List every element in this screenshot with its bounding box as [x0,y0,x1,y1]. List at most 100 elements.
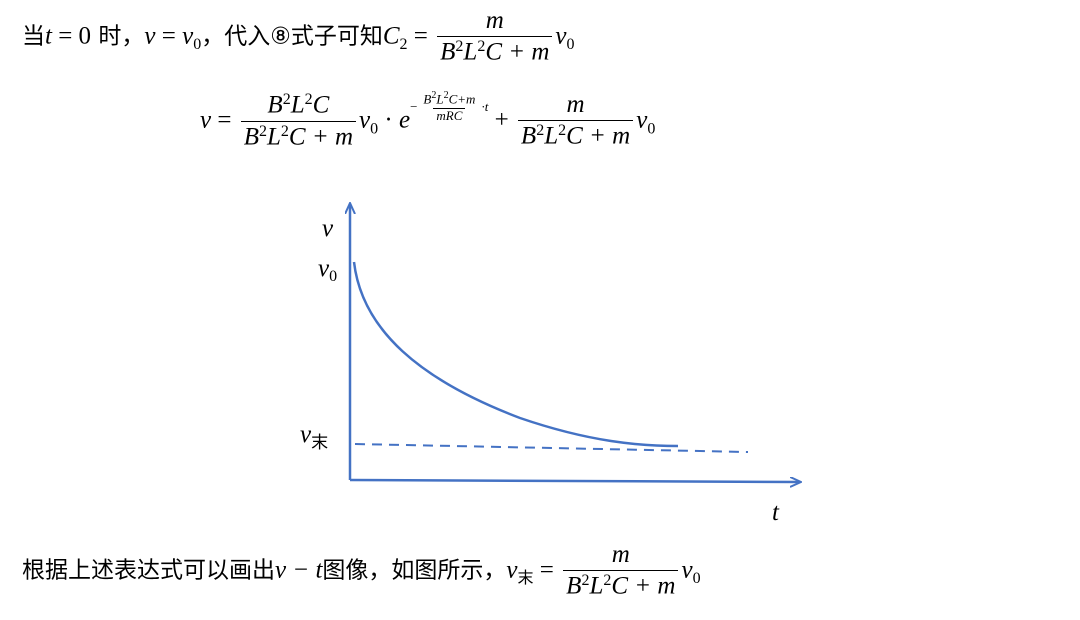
math: mRC [436,108,463,124]
math: B [566,572,582,600]
math: v [555,22,567,50]
math: L [290,91,305,119]
math: C + m [485,38,550,66]
text: 根据上述表达式可以画出 [22,557,275,584]
text: 时， [91,23,145,50]
math: v [681,556,693,584]
numerator: B2L2C [264,90,332,121]
math: C + m [288,123,354,151]
math: B [520,122,537,150]
fraction: m B2L2C + m [517,90,634,152]
math: L [267,123,281,151]
numerator: m [483,6,507,36]
math: m [566,91,585,119]
denominator: B2L2C + m [563,570,679,602]
superscript: 2 [581,572,590,589]
math: C + m [566,122,631,150]
x-axis-label: t [772,499,780,526]
x-axis [349,480,800,482]
fraction: B2L2C+m mRC [420,90,478,124]
math: C [382,22,400,50]
denominator: B2L2C + m [517,120,634,152]
denominator: mRC [433,108,466,124]
math: B [440,38,456,66]
math: + [488,106,515,134]
subscript: 0 [329,268,337,285]
superscript: 2 [282,91,291,108]
subscript: 末 [311,433,328,453]
math: L [463,38,478,66]
math: t [45,22,52,50]
velocity-curve [352,261,679,448]
superscript: 2 [280,122,289,140]
numerator: m [564,90,588,120]
math: = [533,556,561,584]
math: m [611,541,630,568]
math: v [506,556,518,584]
superscript: 2 [431,90,437,102]
fraction: B2L2C B2L2C + m [240,90,357,153]
math: v [359,106,371,134]
math: − [410,99,418,115]
math: C+m [448,92,476,108]
denominator: B2L2C + m [437,36,553,68]
v0-label: v0 [318,255,337,285]
superscript: 2 [259,122,267,140]
numerator: m [609,540,633,570]
superscript: 2 [603,572,612,589]
math: L [436,92,444,108]
math: v [318,255,330,282]
math: v − t [275,556,323,584]
math: = [211,106,238,134]
math: L [544,122,559,150]
subscript: 0 [193,35,202,53]
math: = [407,22,435,50]
math: v [200,106,212,134]
text: ，代入⑧式子可知 [201,23,383,50]
asymptote [354,443,749,453]
subscript: 0 [370,120,379,138]
math: C [312,91,330,119]
text: 图像，如图所示， [322,557,507,584]
math: v [144,22,156,50]
text: 当 [22,23,45,50]
superscript: 2 [536,122,545,140]
math: B [267,91,283,119]
subscript: 0 [692,569,701,587]
exponent: − B2L2C+m mRC ·t [410,90,488,124]
superscript: 2 [455,38,464,55]
math: = [155,22,183,50]
superscript: 2 [304,91,313,108]
math: ·t [481,99,489,115]
math: = 0 [51,22,92,50]
numerator: B2L2C+m [420,90,478,108]
math: B [243,123,259,151]
math: · [378,106,399,134]
subscript: 0 [647,120,656,138]
y-axis-label: v [322,215,334,242]
superscript: 2 [477,38,486,55]
math: v [636,106,648,134]
subscript: 末 [517,567,534,587]
vend-label: v末 [300,421,328,453]
superscript: 2 [558,122,567,140]
line-2: v = B2L2C B2L2C + m v0 · e− B2L2C+m mRC ·t + … [200,90,655,152]
math: L [589,572,604,600]
superscript: 2 [443,90,449,102]
math: e [398,106,411,134]
denominator: B2L2C + m [240,120,357,153]
subscript: 2 [399,35,408,53]
fraction: m B2L2C + m [437,6,553,68]
math: v [300,421,312,448]
math: B [423,92,432,108]
subscript: 0 [566,35,575,53]
math: m [485,7,504,34]
math: C + m [611,572,676,600]
fraction: m B2L2C + m [563,540,679,602]
line-1: 当t = 0 时，v = v0，代入⑧式子可知C2 = m B2L2C + m v0 [22,6,575,68]
math: v [182,22,194,50]
